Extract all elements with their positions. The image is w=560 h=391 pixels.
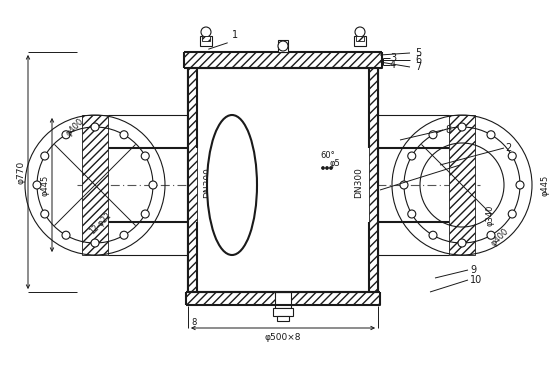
Bar (273, 308, 293, 316)
Circle shape (408, 210, 416, 218)
Circle shape (120, 231, 128, 239)
Circle shape (487, 231, 495, 239)
Circle shape (321, 167, 324, 170)
Text: φ400: φ400 (489, 226, 511, 248)
Circle shape (141, 210, 149, 218)
Text: DN300: DN300 (203, 168, 212, 199)
Text: φ445: φ445 (40, 174, 49, 196)
Circle shape (62, 131, 70, 139)
Text: 12-φ22: 12-φ22 (87, 210, 113, 236)
Text: φ340: φ340 (486, 204, 494, 226)
Bar (200, 36, 212, 46)
Bar (356, 36, 364, 41)
Bar (369, 68, 378, 292)
Text: 5: 5 (415, 48, 421, 58)
Circle shape (355, 27, 365, 37)
Circle shape (429, 131, 437, 139)
Circle shape (91, 123, 99, 131)
Bar (277, 316, 289, 321)
Text: φ500×8: φ500×8 (265, 333, 301, 342)
Circle shape (508, 152, 516, 160)
Circle shape (201, 27, 211, 37)
Text: φ770: φ770 (16, 160, 25, 184)
Text: DN300: DN300 (354, 168, 363, 199)
Bar (275, 292, 291, 308)
Circle shape (41, 152, 49, 160)
Circle shape (120, 131, 128, 139)
Text: 6: 6 (415, 55, 421, 65)
Circle shape (278, 41, 288, 51)
Text: 9: 9 (470, 265, 476, 275)
Circle shape (458, 239, 466, 247)
Text: 7: 7 (415, 62, 421, 72)
Text: 3: 3 (390, 53, 396, 63)
Text: 10: 10 (470, 275, 482, 285)
Circle shape (508, 210, 516, 218)
Text: 4: 4 (390, 60, 396, 70)
Text: 2: 2 (505, 143, 511, 153)
Text: 60°: 60° (320, 151, 335, 160)
Circle shape (458, 123, 466, 131)
Bar (188, 68, 378, 292)
Text: 1: 1 (232, 30, 238, 40)
Circle shape (141, 152, 149, 160)
Circle shape (33, 181, 41, 189)
Bar (82, 115, 108, 255)
Bar (188, 68, 197, 292)
Circle shape (516, 181, 524, 189)
Text: φ5: φ5 (330, 158, 340, 167)
Circle shape (149, 181, 157, 189)
Circle shape (62, 231, 70, 239)
Text: 8: 8 (445, 125, 451, 135)
Ellipse shape (207, 115, 257, 255)
Text: 8: 8 (191, 318, 197, 327)
Text: φ445: φ445 (540, 174, 549, 196)
Circle shape (329, 167, 333, 170)
Circle shape (408, 152, 416, 160)
Bar (449, 115, 475, 255)
Circle shape (325, 167, 329, 170)
Bar (186, 292, 380, 305)
Text: φ400: φ400 (64, 116, 86, 138)
Bar (202, 36, 210, 41)
Circle shape (487, 131, 495, 139)
Circle shape (41, 210, 49, 218)
Bar (197, 68, 369, 292)
Bar (278, 40, 288, 52)
Bar (184, 52, 382, 68)
Circle shape (91, 239, 99, 247)
Bar (354, 36, 366, 46)
Circle shape (429, 231, 437, 239)
Circle shape (400, 181, 408, 189)
